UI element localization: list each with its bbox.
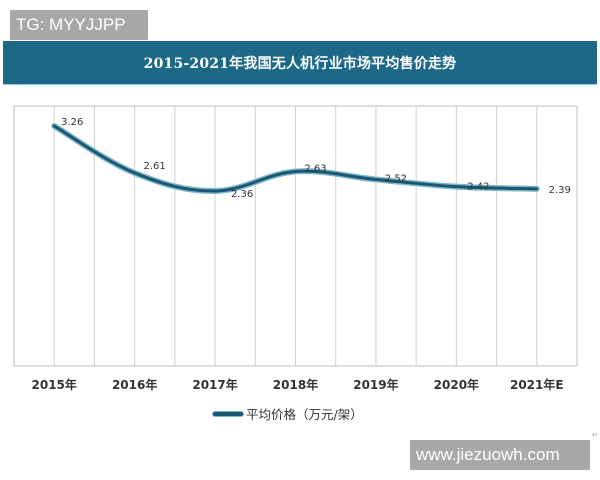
- x-axis-labels: 2015年 2016年 2017年 2018年 2019年 2020年 2021年E: [0, 376, 600, 396]
- data-label: 2.52: [385, 173, 407, 184]
- chart-title-bar: 2015-2021年我国无人机行业市场平均售价走势: [3, 41, 597, 85]
- data-label: 2.63: [304, 164, 326, 175]
- chart-legend: 平均价格（万元/架）: [212, 404, 363, 423]
- data-labels: 3.26 2.61 2.36 2.63 2.52 2.42 2.39: [61, 117, 571, 200]
- plot-grid: [13, 105, 578, 367]
- x-axis-label: 2019年: [353, 378, 399, 392]
- x-axis-label: 2015年: [31, 378, 77, 392]
- data-label: 2.42: [467, 182, 489, 193]
- data-label: 3.26: [61, 117, 83, 128]
- data-label: 2.39: [549, 185, 571, 196]
- data-label: 2.36: [231, 189, 253, 200]
- price-series: [51, 123, 540, 195]
- legend-line-swatch-icon: [212, 410, 244, 417]
- x-axis-label: 2020年: [433, 378, 480, 392]
- tg-watermark-badge: TG: MYYJJPP: [10, 10, 148, 40]
- x-axis-label: 2016年: [111, 378, 158, 392]
- chart-title: 2015-2021年我国无人机行业市场平均售价走势: [143, 55, 457, 72]
- legend-label: 平均价格（万元/架）: [246, 407, 363, 422]
- paragraph-mark-icon: ↵: [592, 431, 598, 439]
- site-watermark-badge: www.jiezuowh.com: [410, 440, 590, 470]
- x-axis-label: 2018年: [272, 378, 319, 392]
- x-axis-label: 2017年: [192, 378, 238, 392]
- x-axis-label: 2021年E: [509, 378, 564, 392]
- data-label: 2.61: [144, 161, 166, 172]
